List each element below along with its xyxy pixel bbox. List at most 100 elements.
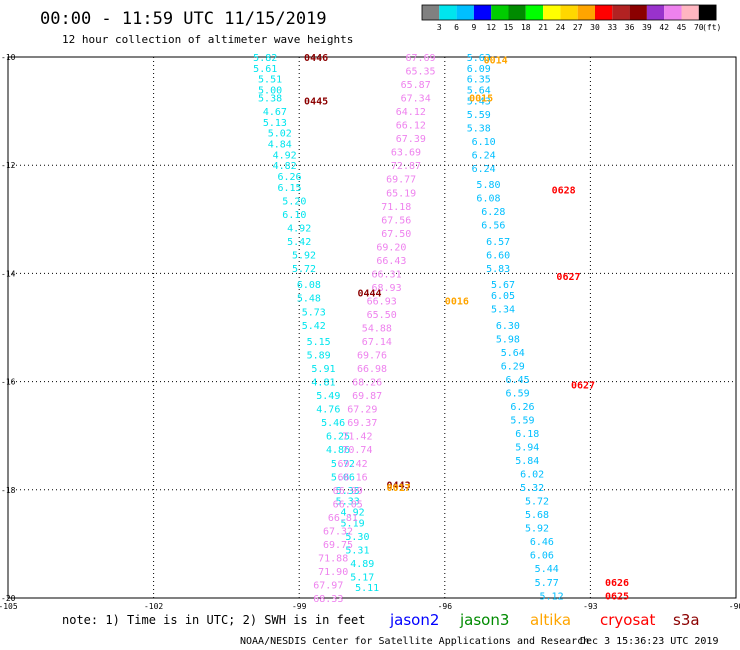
wave-height-point: 5.32	[520, 483, 544, 494]
colorbar-level: 36	[625, 23, 635, 32]
wave-height-point: 5.42	[302, 321, 326, 332]
wave-height-point: 54.88	[362, 324, 392, 335]
colorbar-swatch	[664, 5, 682, 20]
y-tick-label: -10	[1, 53, 16, 62]
colorbar-frame	[421, 4, 717, 21]
wave-height-point: 5.34	[491, 305, 515, 316]
wave-height-point: 5.35	[336, 486, 360, 497]
legend-altika: altika	[530, 611, 571, 629]
wave-height-point: 69.77	[386, 175, 416, 186]
pass-label: 0627	[556, 272, 580, 283]
wave-height-point: 4.86	[326, 445, 350, 456]
wave-height-point: 6.06	[530, 551, 554, 562]
wave-height-point: 5.12	[540, 591, 564, 602]
wave-height-point: 5.72	[292, 264, 316, 275]
colorbar-level: 9	[471, 23, 476, 32]
chart-subtitle: 12 hour collection of altimeter wave hei…	[62, 33, 353, 46]
wave-height-point: 66.81	[328, 513, 358, 524]
wave-height-point: 5.15	[307, 337, 331, 348]
pass-label: 0014	[484, 56, 508, 67]
wave-height-point: 6.28	[481, 207, 505, 218]
x-tick-label: -99	[292, 602, 307, 611]
wave-height-point: 6.10	[472, 137, 496, 148]
pass-label: 0627	[571, 380, 595, 391]
pass-label: 0625	[605, 591, 629, 602]
wave-height-point: 6.09	[467, 64, 491, 75]
wave-height-point: 5.64	[501, 348, 525, 359]
wave-height-point: 4.82	[273, 161, 297, 172]
wave-height-point: 6.10	[282, 210, 306, 221]
wave-height-point: 69.20	[376, 242, 406, 253]
wave-height-point: 67.97	[313, 580, 343, 591]
wave-height-point: 69.76	[357, 351, 387, 362]
wave-height-point: 66.99	[333, 486, 363, 497]
wave-height-point: 69.75	[323, 540, 353, 551]
wave-height-point: 6.26	[510, 402, 534, 413]
wave-height-point: 68.93	[372, 283, 402, 294]
wave-height-point: 63.69	[391, 148, 421, 159]
wave-height-point: 65.19	[386, 188, 416, 199]
colorbar-level: 30	[590, 23, 600, 32]
pass-label: 0443	[387, 480, 411, 491]
wave-height-point: 64.12	[396, 107, 426, 118]
legend-s3a: s3a	[673, 611, 700, 629]
wave-height-point: 5.02	[268, 129, 292, 140]
wave-height-point: 71.90	[318, 567, 348, 578]
wave-height-point: 70.74	[342, 445, 372, 456]
wave-height-point: 68.33	[313, 594, 343, 605]
wave-height-point: 6.08	[297, 280, 321, 291]
wave-height-point: 5.91	[311, 364, 335, 375]
pass-label: 0444	[357, 288, 381, 299]
wave-height-point: 4.92	[287, 223, 311, 234]
wave-height-point: 5.68	[525, 510, 549, 521]
colorbar-swatch	[681, 5, 699, 20]
wave-height-point: 5.43	[467, 96, 491, 107]
chart-title: 00:00 - 11:59 UTC 11/15/2019	[40, 9, 327, 29]
wave-height-point: 69.87	[352, 391, 382, 402]
wave-height-point: 67.50	[381, 229, 411, 240]
colorbar-level: 45	[677, 23, 687, 32]
wave-height-point: 5.64	[467, 85, 491, 96]
wave-height-point: 5.92	[525, 524, 549, 535]
wave-height-point: 67.39	[396, 134, 426, 145]
wave-height-point: 6.08	[476, 194, 500, 205]
wave-height-point: 5.94	[515, 443, 539, 454]
x-tick-label: -105	[0, 602, 18, 611]
wave-height-point: 71.18	[381, 202, 411, 213]
wave-height-point: 5.30	[345, 532, 369, 543]
plot-frame	[7, 56, 737, 599]
colorbar-swatch	[473, 5, 492, 20]
x-tick-label: -90	[729, 602, 740, 611]
wave-height-point: 69.37	[347, 418, 377, 429]
wave-height-point: 5.48	[297, 294, 321, 305]
colorbar-swatch	[560, 5, 578, 20]
credit-line: NOAA/NESDIS Center for Satellite Applica…	[240, 636, 589, 647]
colorbar-level: 15	[504, 23, 514, 32]
colorbar-swatch	[439, 5, 457, 20]
wave-height-point: 6.29	[501, 361, 525, 372]
wave-height-point: 5.38	[467, 123, 491, 134]
colorbar-level: 12	[486, 23, 496, 32]
pass-label: 0016	[445, 296, 469, 307]
y-tick-label: -14	[1, 269, 16, 278]
wave-height-point: 5.98	[496, 334, 520, 345]
wave-height-point: 5.31	[345, 545, 369, 556]
wave-height-point: 65.35	[405, 67, 435, 78]
colorbar-swatch	[508, 5, 526, 20]
wave-height-point: 5.13	[263, 118, 287, 129]
x-tick-label: -93	[583, 602, 598, 611]
wave-height-point: 5.38	[258, 94, 282, 105]
wave-height-point: 5.59	[510, 415, 534, 426]
wave-height-point: 5.72	[331, 459, 355, 470]
pass-labels: 0446 0445 0444 0443 0014 0015 0016 0017 0628 0627…	[304, 53, 629, 602]
wave-height-point: 66.98	[357, 364, 387, 375]
colorbar-swatch	[525, 5, 544, 20]
wave-height-point: 5.73	[302, 307, 326, 318]
colorbar-swatch	[595, 5, 613, 20]
pass-label: 0015	[469, 94, 493, 105]
wave-height-point: 65.87	[401, 80, 431, 91]
wave-height-point: 5.49	[316, 391, 340, 402]
wave-height-point: 5.63	[467, 53, 491, 64]
grid-lines	[8, 57, 736, 598]
colorbar-swatch	[698, 5, 717, 20]
